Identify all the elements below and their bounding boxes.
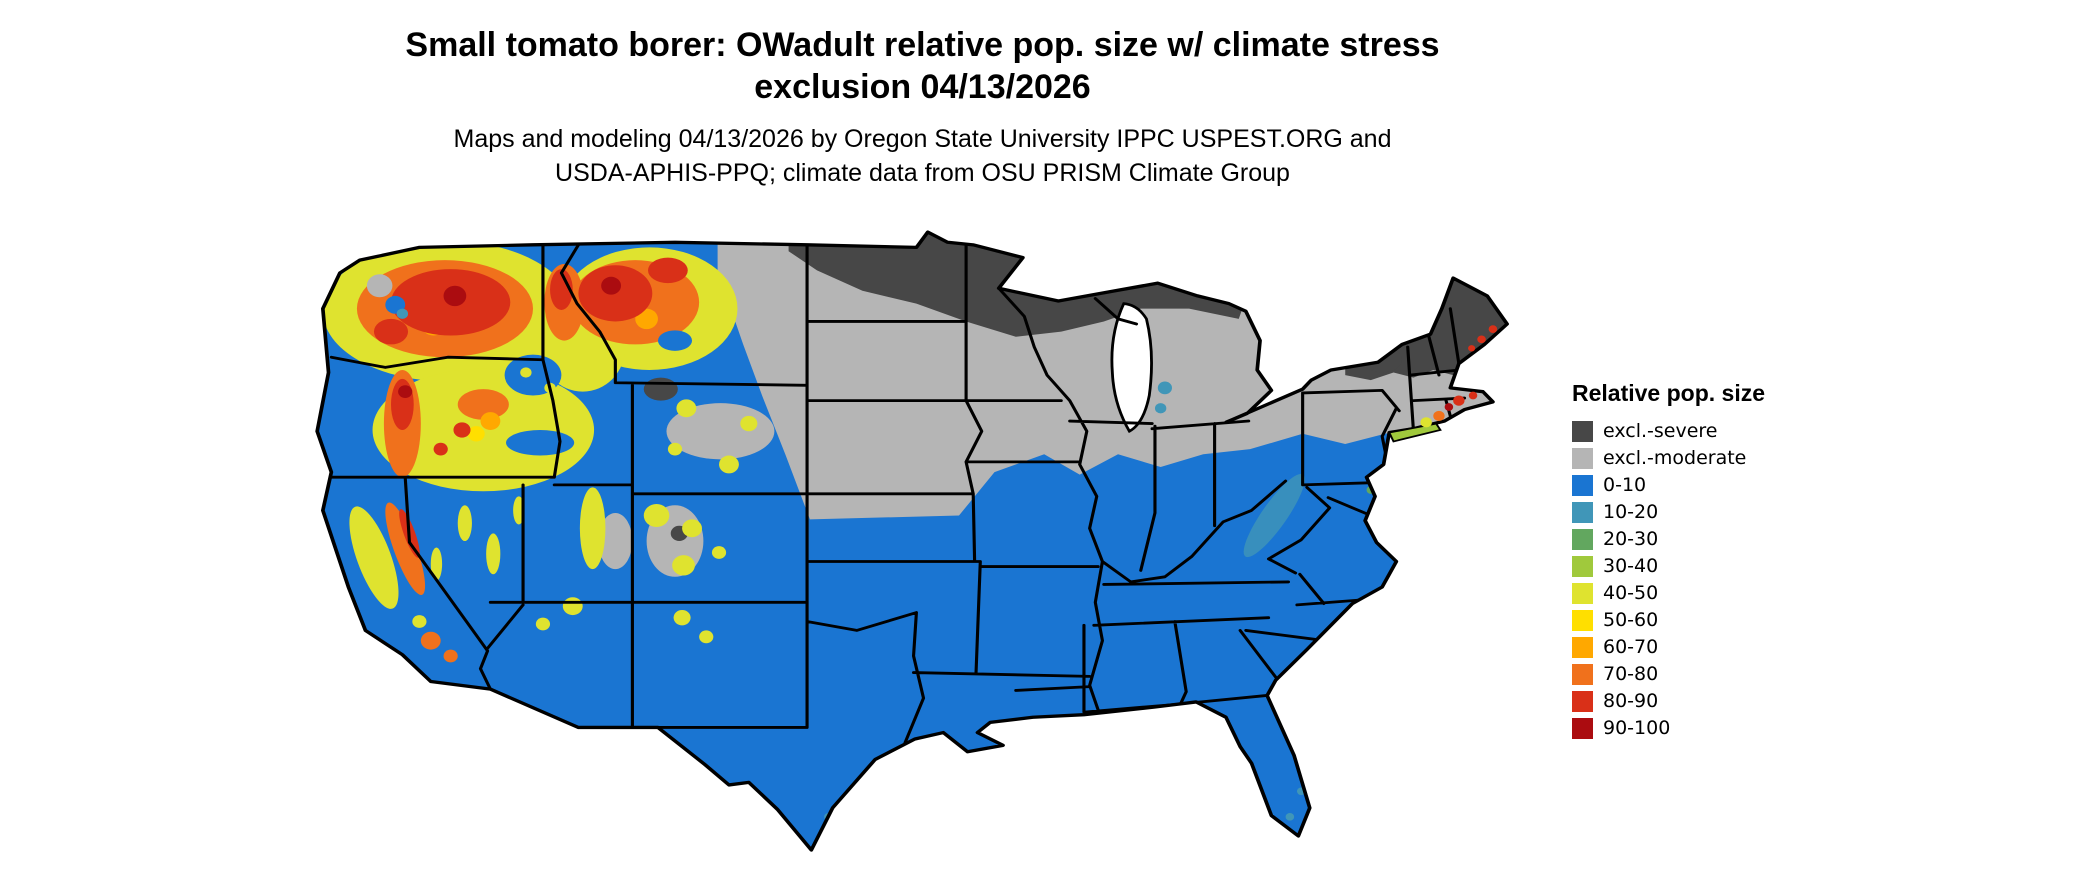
legend-label: 50-60 [1603,609,1659,631]
legend-label: 90-100 [1603,717,1671,739]
us-map-svg [315,230,1509,852]
legend-label: 60-70 [1603,636,1659,658]
legend-label: 30-40 [1603,555,1659,577]
legend-swatch [1572,448,1593,469]
legend-swatch [1572,556,1593,577]
raster-california-bands [349,502,458,663]
legend: Relative pop. size excl.-severe excl.-mod… [1572,380,1765,745]
state-borders [318,240,1467,745]
coastal-specks-northeast [1387,325,1498,443]
legend-swatch [1572,637,1593,658]
legend-swatch [1572,475,1593,496]
legend-swatch [1572,664,1593,685]
legend-swatch [1572,529,1593,550]
raster-speckles-yellow [430,367,758,644]
legend-item: excl.-moderate [1572,448,1765,469]
legend-title: Relative pop. size [1572,380,1766,406]
legend-label: 80-90 [1603,690,1659,712]
subtitle-line-2: USDA-APHIS-PPQ; climate data from OSU PR… [555,159,1290,187]
legend-item: 30-40 [1572,556,1765,577]
legend-item: 70-80 [1572,664,1765,685]
legend-swatch [1572,583,1593,604]
legend-swatch [1572,718,1593,739]
legend-item: 40-50 [1572,583,1765,604]
us-map [249,181,1669,892]
map-raster [317,232,1508,851]
raster-hotspots-red [373,257,688,456]
legend-item: 60-70 [1572,637,1765,658]
legend-item: 10-20 [1572,502,1765,523]
lake-michigan [1110,302,1153,434]
legend-item: excl.-severe [1572,421,1765,442]
title-line-1: Small tomato borer: OWadult relative pop… [405,26,1440,64]
map-subtitle: Maps and modeling 04/13/2026 by Oregon S… [0,122,1845,190]
subtitle-line-1: Maps and modeling 04/13/2026 by Oregon S… [453,125,1392,153]
legend-items: excl.-severe excl.-moderate 0-10 10-20 20-30… [1572,421,1765,739]
page-title: Small tomato borer: OWadult relative pop… [0,24,1845,108]
legend-label: excl.-moderate [1603,447,1747,469]
us-outline [315,230,1509,852]
legend-swatch [1572,610,1593,631]
legend-swatch [1572,502,1593,523]
title-line-2: exclusion 04/13/2026 [754,68,1091,106]
legend-label: 70-80 [1603,663,1659,685]
legend-item: 20-30 [1572,529,1765,550]
legend-item: 50-60 [1572,610,1765,631]
legend-item: 90-100 [1572,718,1765,739]
legend-label: 40-50 [1603,582,1659,604]
legend-item: 0-10 [1572,475,1765,496]
legend-label: 20-30 [1603,528,1659,550]
legend-label: 0-10 [1603,474,1647,496]
legend-swatch [1572,421,1593,442]
legend-label: excl.-severe [1603,420,1718,442]
legend-swatch [1572,691,1593,712]
legend-item: 80-90 [1572,691,1765,712]
legend-label: 10-20 [1603,501,1659,523]
